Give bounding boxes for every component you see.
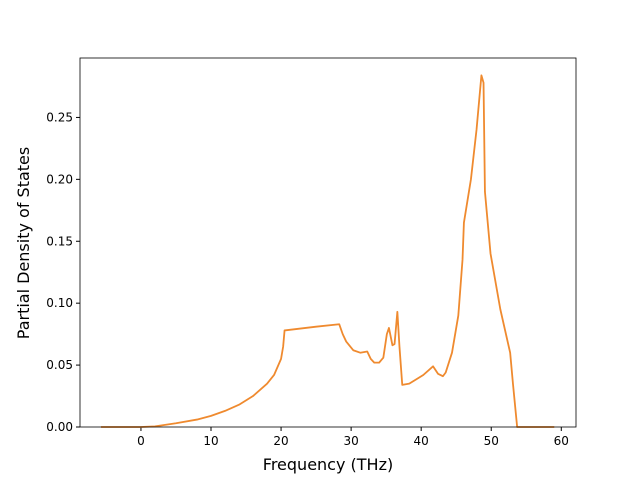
x-tick-label: 40 (414, 434, 429, 448)
y-tick-label: 0.00 (46, 420, 73, 434)
y-tick-label: 0.15 (46, 234, 73, 248)
x-axis-label: Frequency (THz) (263, 455, 393, 474)
x-tick-label: 0 (137, 434, 145, 448)
x-tick-label: 20 (273, 434, 288, 448)
data-line (101, 74, 555, 428)
y-tick-label: 0.25 (46, 110, 73, 124)
x-tick-label: 50 (484, 434, 499, 448)
y-axis-label: Partial Density of States (14, 147, 33, 339)
y-tick-label: 0.05 (46, 358, 73, 372)
y-tick-label: 0.20 (46, 172, 73, 186)
x-tick-label: 10 (203, 434, 218, 448)
plot-frame (79, 57, 577, 428)
x-tick-label: 60 (554, 434, 569, 448)
x-tick-label: 30 (343, 434, 358, 448)
y-tick-label: 0.10 (46, 296, 73, 310)
